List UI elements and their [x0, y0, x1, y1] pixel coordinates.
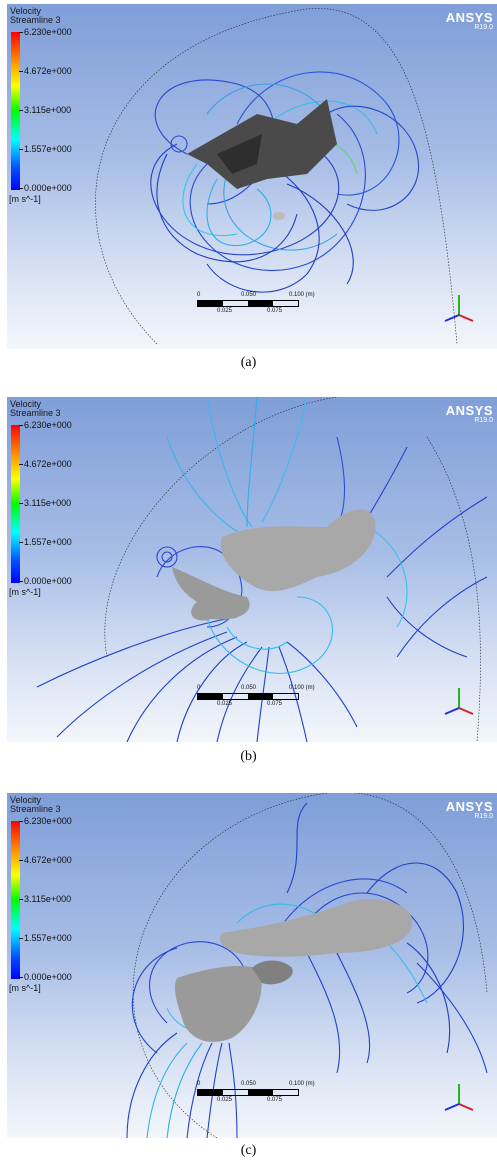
ansys-logo: ANSYS R19.0	[445, 10, 493, 31]
panel-b: Velocity Streamline 3 6.230e+000 4.672e+0…	[7, 397, 497, 742]
legend-title: Velocity Streamline 3	[10, 399, 61, 418]
color-legend-bar	[11, 32, 20, 190]
ansys-logo: ANSYS R19.0	[445, 799, 493, 820]
legend-tick: 4.672e+000	[19, 66, 72, 76]
axis-triad-icon	[444, 295, 474, 322]
legend-tick: 3.115e+000	[18, 498, 72, 508]
caption-b: (b)	[240, 749, 257, 764]
caption-c: (c)	[240, 1143, 257, 1158]
legend-tick: 3.115e+000	[18, 105, 72, 115]
legend-unit: [m s^-1]	[9, 587, 41, 597]
legend-tick: 4.672e+000	[19, 855, 72, 865]
color-legend-bar	[11, 821, 20, 979]
legend-unit: [m s^-1]	[9, 194, 41, 204]
caption-a: (a)	[240, 355, 257, 370]
legend-tick-max: 6.230e+000	[19, 27, 72, 37]
legend-title: Velocity Streamline 3	[10, 795, 61, 814]
scale-bar: 0 0.050 0.100 (m) 0.025 0.075	[197, 685, 315, 707]
ansys-logo: ANSYS R19.0	[445, 403, 493, 424]
scene-a	[95, 8, 458, 345]
scene-b	[36, 397, 488, 742]
axis-triad-icon	[444, 688, 474, 715]
legend-tick: 1.557e+000	[19, 537, 72, 547]
legend-tick-min: 0.000e+000	[19, 972, 72, 982]
legend-tick: 1.557e+000	[19, 144, 72, 154]
legend-tick-max: 6.230e+000	[19, 420, 72, 430]
axis-triad-icon	[444, 1084, 474, 1111]
panel-a: Velocity Streamline 3 6.230e+000 4.672e+0…	[7, 4, 497, 349]
legend-tick: 3.115e+000	[18, 894, 72, 904]
scene-c	[126, 793, 488, 1138]
legend-unit: [m s^-1]	[9, 983, 41, 993]
legend-tick-max: 6.230e+000	[19, 816, 72, 826]
legend-tick: 1.557e+000	[19, 933, 72, 943]
legend-tick: 4.672e+000	[19, 459, 72, 469]
panel-c: Velocity Streamline 3 6.230e+000 4.672e+0…	[7, 793, 497, 1138]
legend-tick-min: 0.000e+000	[19, 576, 72, 586]
scale-bar: 0 0.050 0.100 (m) 0.025 0.075	[197, 1081, 315, 1103]
legend-tick-min: 0.000e+000	[19, 183, 72, 193]
scale-bar: 0 0.050 0.100 (m) 0.025 0.075	[197, 292, 315, 314]
legend-title: Velocity Streamline 3	[10, 6, 61, 25]
color-legend-bar	[11, 425, 20, 583]
